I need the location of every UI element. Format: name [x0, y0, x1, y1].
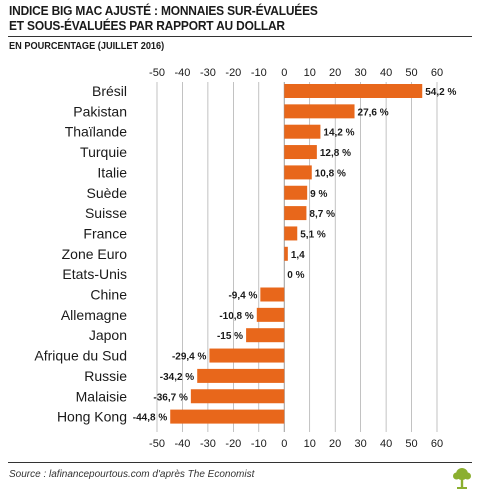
value-label: -34,2 % [160, 372, 195, 383]
value-label: -44,8 % [133, 413, 168, 424]
source-note: Source : lafinancepourtous.com d'après T… [9, 469, 255, 480]
bar [284, 246, 288, 261]
x-tick-label-bottom: -20 [225, 438, 241, 450]
x-tick-label-bottom: 40 [380, 438, 392, 450]
x-tick-label-top: -20 [225, 67, 241, 79]
bar [284, 206, 307, 221]
chart-title-line-2: ET SOUS-ÉVALUÉES PAR RAPPORT AU DOLLAR [9, 18, 285, 33]
category-label: Zone Euro [62, 246, 128, 262]
category-label: Malaisie [76, 388, 128, 404]
bar [284, 104, 355, 119]
x-tick-label-top: -30 [200, 67, 216, 79]
value-label: 14,2 % [323, 128, 354, 139]
category-label: Hong Kong [57, 409, 127, 425]
chart-subtitle: EN POURCENTAGE (JUILLET 2016) [9, 41, 165, 52]
x-tick-label-bottom: 0 [281, 438, 287, 450]
footer-divider [8, 462, 472, 463]
value-label: -36,7 % [153, 392, 188, 403]
bar [284, 84, 423, 98]
value-label: 54,2 % [425, 87, 456, 98]
value-label: 5,1 % [300, 229, 326, 240]
x-tick-label-top: 60 [431, 67, 443, 79]
x-tick-label-bottom: 60 [431, 438, 443, 450]
category-label: Japon [89, 327, 127, 343]
category-label: Chine [90, 287, 127, 303]
value-label: 27,6 % [358, 107, 389, 118]
category-label: Allemagne [61, 307, 127, 323]
bar [197, 368, 285, 383]
value-label: 12,8 % [320, 148, 351, 159]
value-label: 10,8 % [315, 168, 346, 179]
x-tick-label-bottom: -50 [149, 438, 165, 450]
bar [284, 226, 298, 241]
bar [190, 389, 285, 404]
bar [246, 328, 285, 343]
bar [209, 348, 285, 363]
x-tick-label-top: 20 [329, 67, 341, 79]
bar [284, 145, 317, 160]
category-label: Thaïlande [65, 124, 127, 140]
value-label: 0 % [287, 270, 304, 281]
bar [284, 124, 321, 139]
x-tick-label-top: -50 [149, 67, 165, 79]
category-label: Turquie [80, 144, 127, 160]
x-tick-label-bottom: -40 [175, 438, 191, 450]
x-tick-label-bottom: 20 [329, 438, 341, 450]
x-tick-label-top: 50 [405, 67, 417, 79]
value-label: 1,4 [291, 250, 305, 261]
category-label: Etats-Unis [62, 266, 127, 282]
category-label: Suisse [85, 205, 127, 221]
category-label: Russie [84, 368, 127, 384]
bar [256, 307, 285, 322]
category-label: Afrique du Sud [34, 348, 127, 364]
tree-logo-icon [453, 468, 471, 489]
x-tick-label-bottom: 10 [304, 438, 316, 450]
value-label: -29,4 % [172, 352, 207, 363]
value-label: 9 % [310, 189, 327, 200]
category-label: Brésil [92, 83, 127, 99]
x-tick-label-top: 0 [281, 67, 287, 79]
bar [260, 287, 285, 302]
value-label: 8,7 % [309, 209, 335, 220]
x-tick-label-bottom: -30 [200, 438, 216, 450]
x-tick-label-bottom: 30 [355, 438, 367, 450]
category-label: France [83, 225, 127, 241]
chart-title-line-1: INDICE BIG MAC AJUSTÉ : MONNAIES SUR-ÉVA… [9, 3, 318, 18]
category-label: Pakistan [73, 103, 127, 119]
x-tick-label-bottom: -10 [251, 438, 267, 450]
bar [170, 409, 285, 424]
category-label: Suède [87, 185, 128, 201]
x-tick-label-top: -40 [175, 67, 191, 79]
value-label: -9,4 % [228, 291, 257, 302]
x-tick-label-top: 30 [355, 67, 367, 79]
x-tick-label-top: 40 [380, 67, 392, 79]
chart-title: INDICE BIG MAC AJUSTÉ : MONNAIES SUR-ÉVA… [9, 3, 395, 33]
bar [284, 165, 312, 180]
value-label: -15 % [217, 331, 243, 342]
value-label: -10,8 % [219, 311, 254, 322]
x-tick-label-top: -10 [251, 67, 267, 79]
x-tick-label-top: 10 [304, 67, 316, 79]
x-tick-label-bottom: 50 [405, 438, 417, 450]
title-divider [8, 36, 472, 37]
bar [284, 185, 308, 200]
category-label: Italie [97, 164, 127, 180]
